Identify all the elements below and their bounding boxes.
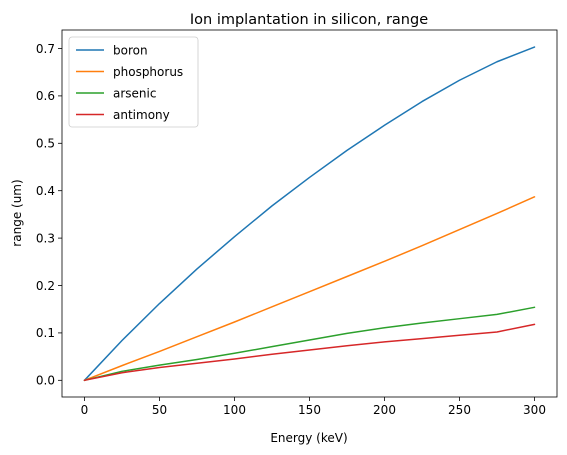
y-tick-label: 0.3 bbox=[36, 231, 55, 245]
x-tick-label: 50 bbox=[152, 403, 167, 417]
legend-label-boron: boron bbox=[113, 43, 148, 57]
x-tick-label: 0 bbox=[81, 403, 89, 417]
series-line-antimony bbox=[83, 323, 536, 382]
y-axis-label: range (um) bbox=[10, 179, 24, 246]
legend: boron phosphorus arsenic antimony bbox=[68, 36, 199, 128]
y-tick-label: 0.7 bbox=[36, 42, 55, 56]
y-tick-label: 0.2 bbox=[36, 279, 55, 293]
x-tick-label: 100 bbox=[223, 403, 246, 417]
plot-area bbox=[83, 46, 536, 382]
series-line-arsenic bbox=[83, 306, 536, 382]
y-axis: 0.0 0.1 0.2 0.3 0.4 0.5 0.6 0.7 bbox=[36, 42, 62, 388]
x-axis: 0 50 100 150 200 250 300 bbox=[81, 397, 546, 417]
x-tick-label: 200 bbox=[373, 403, 396, 417]
chart-title: Ion implantation in silicon, range bbox=[190, 12, 428, 28]
series-line-boron bbox=[83, 46, 536, 382]
y-tick-label: 0.5 bbox=[36, 137, 55, 151]
legend-label-arsenic: arsenic bbox=[113, 86, 156, 100]
y-tick-label: 0.1 bbox=[36, 326, 55, 340]
legend-label-phosphorus: phosphorus bbox=[113, 65, 183, 79]
y-tick-label: 0.6 bbox=[36, 89, 55, 103]
x-tick-label: 150 bbox=[298, 403, 321, 417]
x-tick-label: 300 bbox=[523, 403, 546, 417]
series-line-phosphorus bbox=[83, 196, 536, 382]
legend-label-antimony: antimony bbox=[113, 108, 170, 122]
x-tick-label: 250 bbox=[448, 403, 471, 417]
legend-box bbox=[68, 36, 199, 128]
y-tick-label: 0.4 bbox=[36, 184, 55, 198]
x-axis-label: Energy (keV) bbox=[270, 431, 347, 445]
y-tick-label: 0.0 bbox=[36, 374, 55, 388]
